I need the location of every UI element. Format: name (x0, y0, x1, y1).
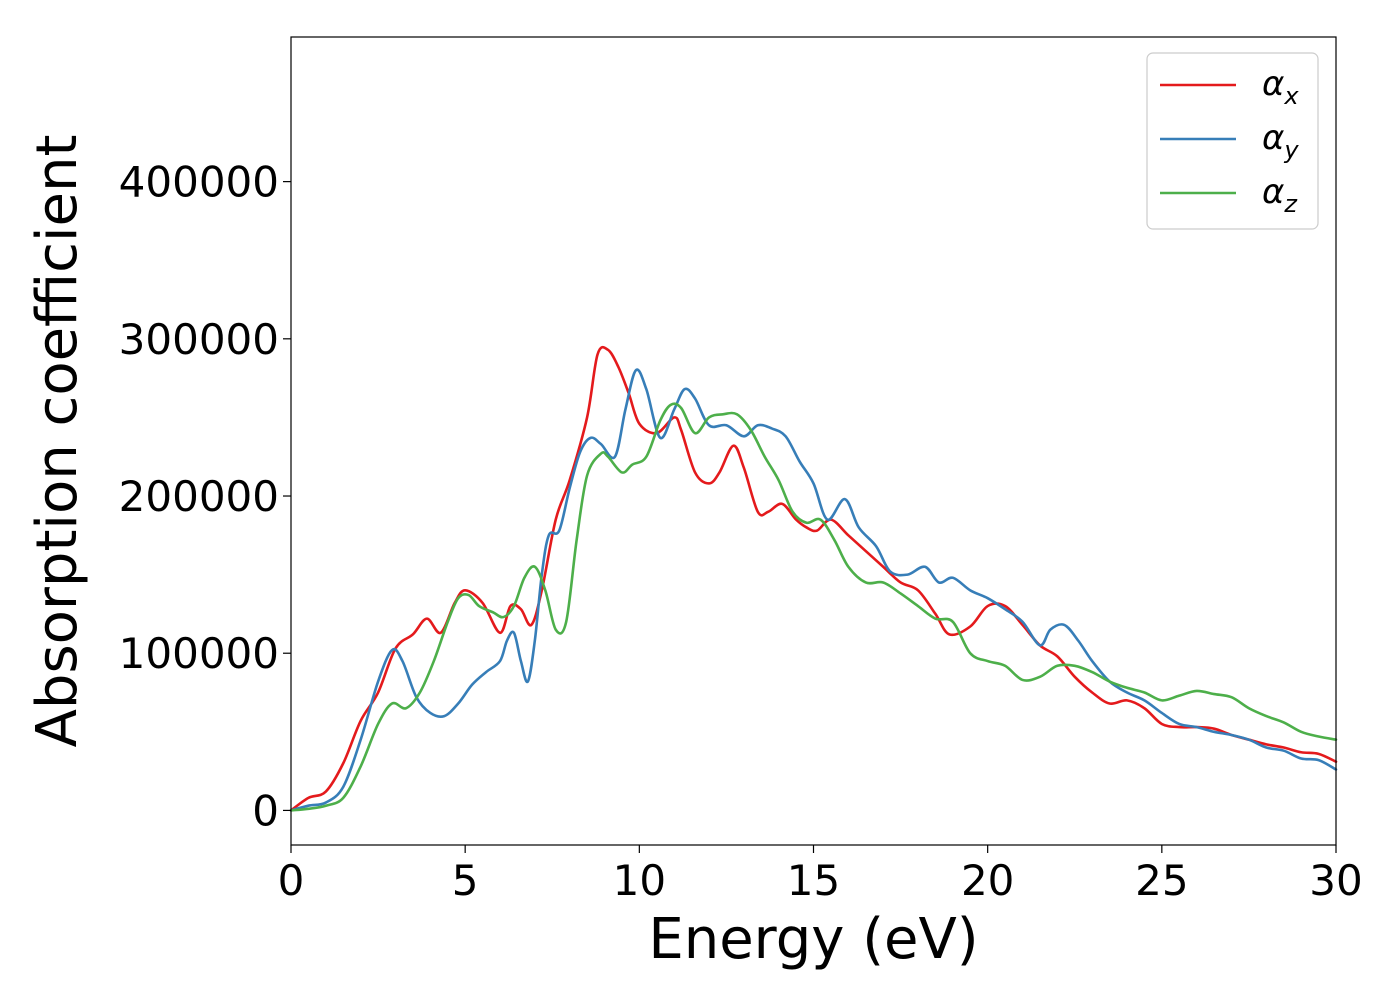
series-line-x (289, 345, 1338, 812)
series-line-z (289, 402, 1338, 812)
x-tick-label: 0 (278, 856, 305, 905)
y-axis-title: Absorption coefficient (25, 135, 90, 748)
series-line-y (289, 368, 1338, 812)
legend-label-y: αy (1262, 118, 1299, 164)
y-tick-label: 200000 (119, 472, 279, 521)
legend-label-x: αx (1262, 64, 1299, 110)
axis-ticks: 0 5 10 15 20 25 30 0 100000 200000 300000 400000 (119, 158, 1363, 905)
x-tick-label: 30 (1309, 856, 1362, 905)
y-tick-label: 100000 (119, 629, 279, 678)
y-tick-label: 300000 (119, 315, 279, 364)
x-axis-title: Energy (eV) (648, 907, 978, 972)
series-lines (289, 345, 1338, 812)
x-tick-label: 5 (452, 856, 479, 905)
x-tick-label: 25 (1135, 856, 1188, 905)
x-tick-label: 10 (613, 856, 666, 905)
legend-label-z: αz (1262, 172, 1298, 218)
y-tick-label: 0 (252, 786, 279, 835)
x-tick-label: 20 (961, 856, 1014, 905)
legend: αx αy αz (1146, 52, 1319, 230)
x-tick-label: 15 (787, 856, 840, 905)
y-tick-label: 400000 (119, 158, 279, 207)
legend-box (1146, 52, 1319, 230)
